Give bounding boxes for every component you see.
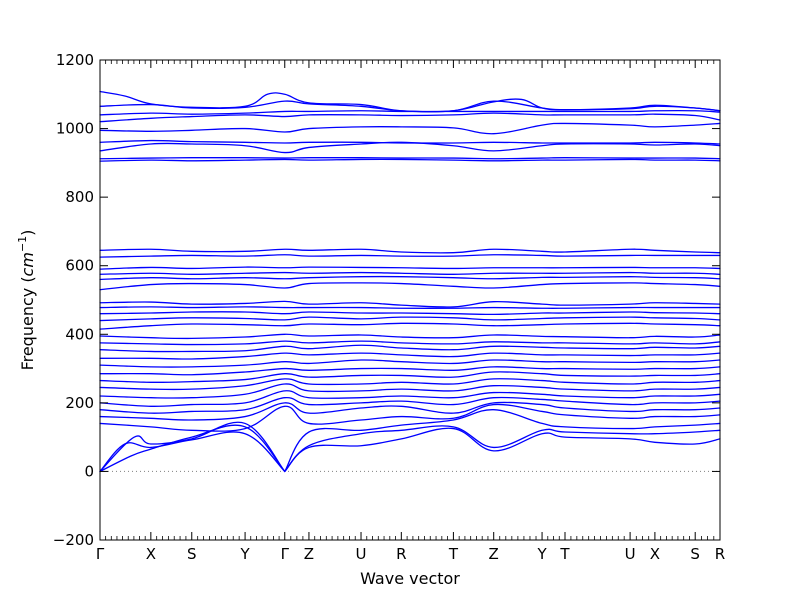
phonon-band-36	[99, 112, 721, 123]
bands-layer	[99, 90, 721, 473]
plot-border	[99, 59, 721, 541]
phonon-band-21	[99, 316, 721, 322]
phonon-band-12	[99, 378, 721, 391]
phonon-band-1	[99, 431, 286, 473]
phonon-band-11	[99, 383, 721, 399]
y-tick-label: 0	[84, 462, 94, 480]
y-axis-label-suffix: )	[18, 230, 37, 236]
phonon-band-17	[99, 344, 721, 353]
x-tick-label: Γ	[96, 545, 105, 563]
phonon-band-39	[99, 90, 721, 113]
y-axis-label-unit: cm	[18, 252, 37, 276]
phonon-band-8	[99, 401, 721, 421]
phonon-band-3	[99, 421, 286, 473]
y-axis-label: Frequency (cm−1)	[16, 230, 37, 371]
x-tick-label: S	[187, 545, 197, 563]
phonon-band-31	[99, 158, 721, 162]
x-tick-label: Γ	[281, 545, 290, 563]
x-tick-label: X	[650, 545, 660, 563]
phonon-band-5	[284, 425, 721, 473]
phonon-band-30	[99, 248, 721, 254]
y-tick-label: 1000	[56, 120, 94, 138]
y-tick-label: −200	[53, 531, 94, 549]
x-tick-label: T	[448, 545, 459, 563]
phonon-band-19	[99, 333, 721, 340]
y-axis-ticks: −200 0 200 400 600 800 1000 1200	[53, 51, 720, 549]
x-tick-label: Z	[304, 545, 314, 563]
phonon-band-4	[284, 427, 721, 473]
y-tick-label: 800	[65, 188, 94, 206]
x-tick-label: X	[146, 545, 156, 563]
phonon-band-29	[99, 254, 721, 258]
axes-frame	[99, 59, 721, 541]
plot-area	[100, 60, 720, 540]
y-tick-label: 200	[65, 394, 94, 412]
phonon-band-35	[99, 122, 721, 135]
x-tick-label: Z	[489, 545, 499, 563]
x-tick-label: R	[715, 545, 725, 563]
phonon-band-20	[99, 322, 721, 330]
x-tick-label: R	[396, 545, 406, 563]
phonon-band-25	[99, 282, 721, 291]
y-tick-label: 400	[65, 325, 94, 343]
y-tick-label: 1200	[56, 51, 94, 69]
x-tick-label: T	[559, 545, 570, 563]
x-tick-label: U	[625, 545, 636, 563]
phonon-band-15	[99, 359, 721, 368]
y-tick-label: 600	[65, 257, 94, 275]
y-axis-label-exponent: −1	[16, 236, 29, 252]
phonon-band-14	[99, 366, 721, 376]
phonon-band-27	[99, 271, 721, 275]
phonon-band-26	[99, 275, 721, 281]
x-tick-label: U	[356, 545, 367, 563]
phonon-band-13	[99, 371, 721, 383]
x-tick-label: S	[690, 545, 700, 563]
phonon-band-6	[284, 409, 721, 473]
x-tick-label: Y	[239, 545, 250, 563]
phonon-band-34	[99, 139, 721, 145]
phonon-band-23	[99, 306, 721, 309]
phonon-band-32	[99, 157, 721, 160]
x-tick-label: Y	[536, 545, 547, 563]
y-axis-label-prefix: Frequency (	[18, 276, 37, 370]
phonon-band-24	[99, 300, 721, 308]
phonon-band-16	[99, 352, 721, 360]
phonon-band-28	[99, 266, 721, 270]
phonon-band-33	[99, 141, 721, 154]
phonon-band-7	[99, 403, 721, 432]
phonon-band-18	[99, 340, 721, 346]
phonon-band-9	[99, 396, 721, 414]
phonon-band-10	[99, 390, 721, 407]
phonon-band-22	[99, 311, 721, 316]
x-axis-label: Wave vector	[360, 569, 460, 588]
